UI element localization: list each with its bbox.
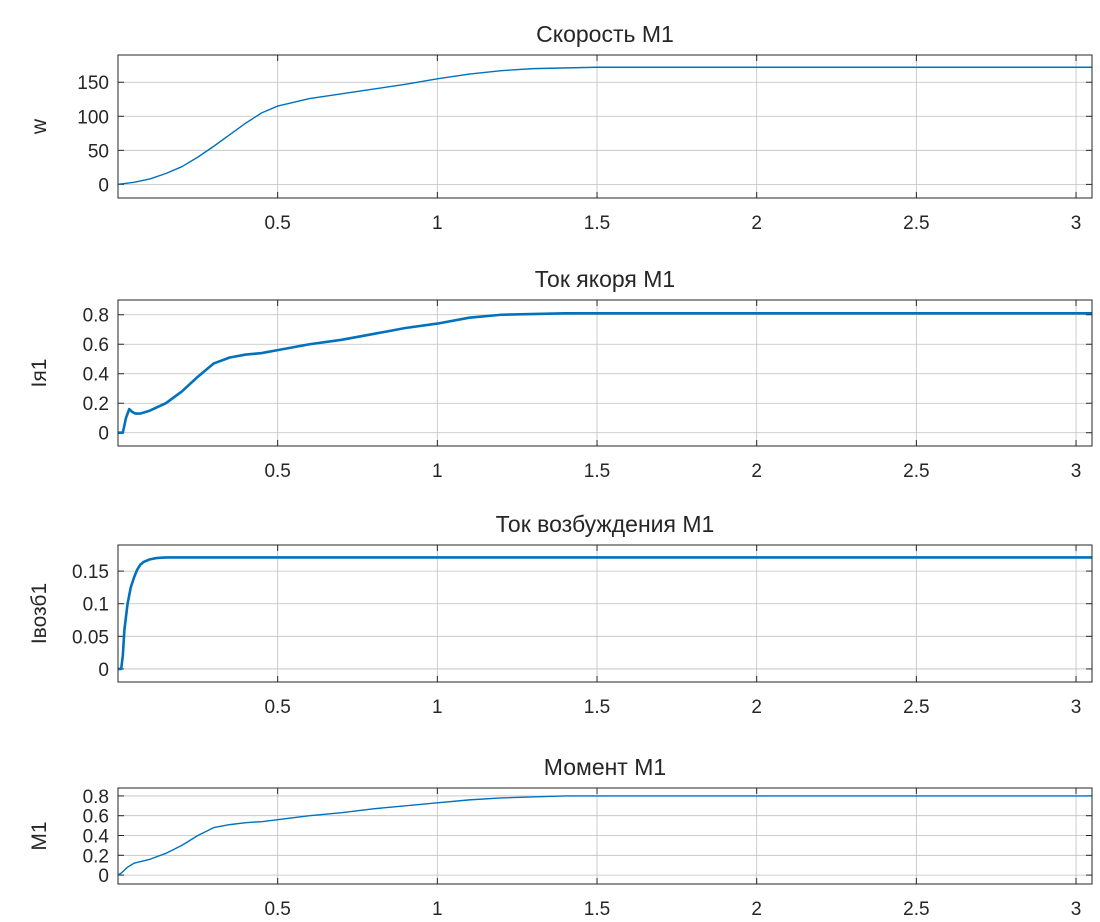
series-line-1: [117, 66, 1092, 186]
x-tick-label: 1.5: [584, 697, 610, 718]
y-tick-label: 0.2: [83, 846, 109, 867]
y-tick-label: 0.4: [83, 365, 110, 386]
x-tick-label: 2: [751, 899, 762, 920]
series-line-2: [118, 311, 1092, 435]
series-line-3: [118, 556, 1092, 671]
chart-panel-4: 0.5 1 1.5 2 2.5 3 00.20.40.60.8 Момент М1 М1: [28, 754, 1093, 920]
x-tick-label: 1: [432, 899, 443, 920]
axes-frame: [117, 299, 1093, 447]
x-tick-label: 1: [432, 697, 443, 718]
y-tick-label: 0: [98, 175, 109, 196]
y-tick-label: 0.4: [83, 827, 110, 848]
y-tick-label: 0.6: [83, 807, 109, 828]
x-tick-label: 2: [751, 461, 762, 482]
x-tick-label: 2: [751, 213, 762, 234]
y-axis-label: М1: [28, 821, 51, 850]
y-tick-label: 0.05: [72, 627, 109, 648]
x-tick-label: 3: [1071, 213, 1082, 234]
y-axis-label: Iвозб1: [28, 583, 51, 644]
y-tick-label: 0.8: [83, 306, 109, 327]
axes-frame: [117, 787, 1093, 885]
series-line-4: [117, 795, 1092, 876]
y-tick-label: 150: [77, 73, 109, 94]
chart-title: Ток якоря М1: [535, 266, 675, 292]
chart-panel-1: 0.5 1 1.5 2 2.5 3 0 50 100 150 Скорость М1 w: [28, 21, 1093, 234]
x-tick-label: 1.5: [584, 213, 610, 234]
y-axis-label: w: [28, 118, 51, 135]
y-tick-label: 0.8: [83, 787, 109, 808]
x-tick-label: 3: [1071, 899, 1082, 920]
x-tick-label: 2.5: [903, 899, 929, 920]
chart-title: Ток возбуждения М1: [496, 511, 715, 537]
x-tick-label: 0.5: [264, 213, 290, 234]
y-tick-label: 0.2: [83, 394, 109, 415]
y-tick-label: 0: [98, 660, 109, 681]
x-tick-label: 0.5: [264, 461, 290, 482]
chart-title: Момент М1: [544, 754, 666, 780]
x-tick-label: 1: [432, 461, 443, 482]
x-tick-label: 1.5: [584, 461, 610, 482]
y-tick-label: 0.6: [83, 335, 109, 356]
x-tick-label: 1.5: [584, 899, 610, 920]
y-axis-label: Iя1: [28, 359, 51, 388]
x-tick-label: 2.5: [903, 697, 929, 718]
y-tick-label: 0: [98, 866, 109, 887]
x-tick-label: 2.5: [903, 461, 929, 482]
y-tick-label: 0.1: [83, 595, 109, 616]
x-tick-label: 1: [432, 213, 443, 234]
y-tick-label: 100: [77, 107, 109, 128]
chart-title: Скорость М1: [536, 21, 674, 47]
y-tick-label: 0: [98, 424, 109, 445]
x-tick-label: 2.5: [903, 213, 929, 234]
x-tick-label: 0.5: [264, 697, 290, 718]
y-tick-label: 0.15: [72, 562, 109, 583]
x-tick-label: 0.5: [264, 899, 290, 920]
axes-frame: [117, 54, 1093, 199]
y-tick-label: 50: [88, 141, 109, 162]
x-tick-label: 2: [751, 697, 762, 718]
chart-panel-2: 0.5 1 1.5 2 2.5 3 0 0.2 0.4 0.6 0.8 Ток якоря М1 Iя1: [28, 266, 1093, 482]
chart-panel-3: 0.5 1 1.5 2 2.5 3 0 0.05 0.1 0.15 Ток возбуждения …: [28, 511, 1093, 718]
axes-frame: [117, 544, 1093, 683]
x-tick-label: 3: [1071, 697, 1082, 718]
x-tick-label: 3: [1071, 461, 1082, 482]
